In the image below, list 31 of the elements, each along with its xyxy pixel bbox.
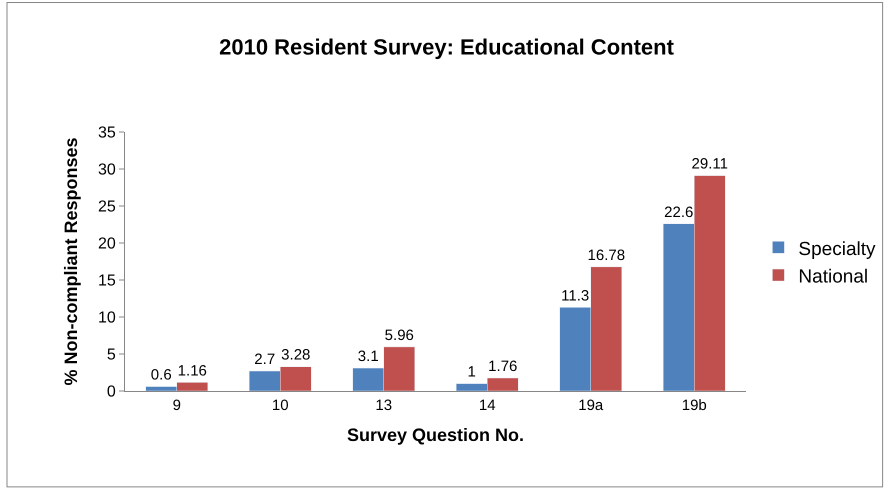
- y-tick-label: 0: [106, 384, 116, 401]
- data-label: 11.3: [561, 287, 590, 304]
- data-label: 1: [468, 364, 476, 381]
- data-label: 3.28: [281, 346, 310, 364]
- y-tick-label: 25: [98, 198, 116, 216]
- y-axis-title: % Non-compliant Responses: [61, 137, 82, 386]
- data-label: 22.6: [664, 204, 694, 221]
- y-tick-label: 15: [98, 272, 116, 290]
- chart-title: 2010 Resident Survey: Educational Content: [219, 34, 675, 60]
- data-label: 3.1: [358, 348, 379, 366]
- y-tick-label: 5: [106, 346, 116, 364]
- x-tick-label: 19b: [682, 397, 707, 414]
- x-tick-label: 10: [272, 397, 289, 414]
- x-tick-label: 13: [375, 397, 392, 414]
- x-tick-label: 9: [172, 397, 181, 414]
- y-tick-label: 30: [98, 162, 116, 179]
- x-axis-title: Survey Question No.: [346, 425, 524, 446]
- y-tick-label: 20: [98, 236, 116, 253]
- data-label: 1.16: [178, 362, 207, 380]
- x-tick-label: 14: [478, 397, 496, 414]
- data-label: 1.76: [488, 358, 518, 375]
- data-label: 0.6: [150, 366, 172, 384]
- data-label: 16.78: [588, 246, 626, 264]
- y-tick-label: 35: [98, 124, 116, 142]
- x-tick-label: 19a: [578, 397, 604, 414]
- y-tick-label: 10: [98, 310, 116, 327]
- legend-label: National: [798, 266, 868, 288]
- data-label: 29.11: [692, 156, 728, 173]
- data-label: 5.96: [384, 326, 414, 344]
- data-label: 2.7: [254, 351, 276, 368]
- legend-label: Specialty: [798, 238, 876, 260]
